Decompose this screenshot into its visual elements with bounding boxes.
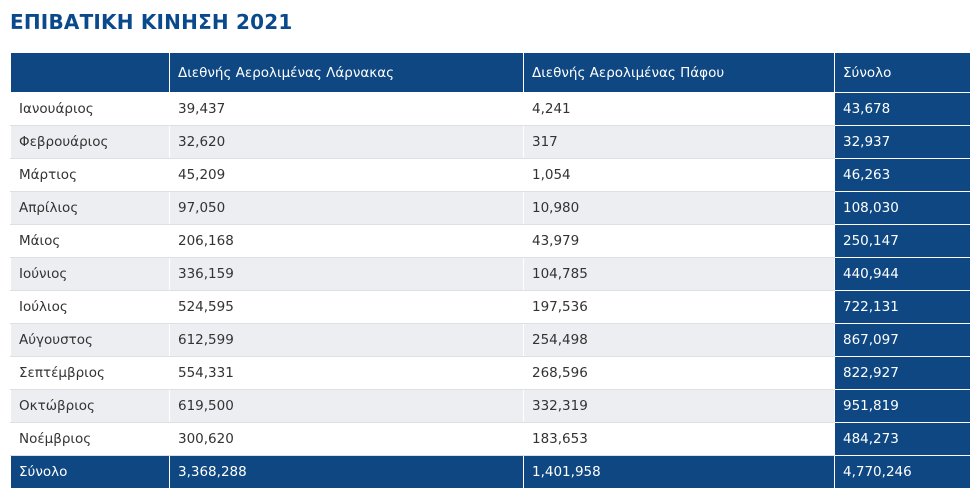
table-row: Φεβρουάριος 32,620 317 32,937	[10, 125, 971, 159]
row-cell-month: Μάιος	[10, 224, 170, 258]
row-cell-larnaca: 206,168	[169, 224, 524, 258]
row-cell-paphos: 104,785	[523, 257, 835, 291]
row-cell-total: 951,819	[834, 389, 971, 423]
row-cell-larnaca: 554,331	[169, 356, 524, 390]
row-cell-paphos: 4,241	[523, 92, 835, 126]
header-cell-paphos: Διεθνής Αερολιμένας Πάφου	[523, 52, 835, 93]
header-cell-larnaca: Διεθνής Αερολιμένας Λάρνακας	[169, 52, 524, 93]
page-title: ΕΠΙΒΑΤΙΚΗ ΚΙΝΗΣΗ 2021	[10, 10, 293, 34]
table-row: Ιούλιος 524,595 197,536 722,131	[10, 290, 971, 324]
row-cell-month: Φεβρουάριος	[10, 125, 170, 159]
row-cell-month: Αύγουστος	[10, 323, 170, 357]
row-cell-month: Ιανουάριος	[10, 92, 170, 126]
footer-cell-larnaca: 3,368,288	[169, 455, 524, 489]
footer-cell-paphos: 1,401,958	[523, 455, 835, 489]
footer-cell-total: 4,770,246	[834, 455, 971, 489]
row-cell-paphos: 254,498	[523, 323, 835, 357]
row-cell-larnaca: 39,437	[169, 92, 524, 126]
row-cell-total: 108,030	[834, 191, 971, 225]
row-cell-larnaca: 97,050	[169, 191, 524, 225]
table-row: Μάιος 206,168 43,979 250,147	[10, 224, 971, 258]
row-cell-paphos: 332,319	[523, 389, 835, 423]
table-row: Σεπτέμβριος 554,331 268,596 822,927	[10, 356, 971, 390]
row-cell-total: 484,273	[834, 422, 971, 456]
passenger-traffic-table: Διεθνής Αερολιμένας Λάρνακας Διεθνής Αερ…	[10, 52, 971, 489]
table-row: Απρίλιος 97,050 10,980 108,030	[10, 191, 971, 225]
row-cell-total: 822,927	[834, 356, 971, 390]
table-row: Αύγουστος 612,599 254,498 867,097	[10, 323, 971, 357]
table-header-row: Διεθνής Αερολιμένας Λάρνακας Διεθνής Αερ…	[10, 52, 971, 93]
row-cell-month: Ιούλιος	[10, 290, 170, 324]
row-cell-month: Μάρτιος	[10, 158, 170, 192]
table-body: Ιανουάριος 39,437 4,241 43,678 Φεβρουάριος 32…	[10, 92, 971, 456]
row-cell-larnaca: 524,595	[169, 290, 524, 324]
row-cell-total: 32,937	[834, 125, 971, 159]
row-cell-paphos: 183,653	[523, 422, 835, 456]
row-cell-total: 440,944	[834, 257, 971, 291]
row-cell-paphos: 268,596	[523, 356, 835, 390]
row-cell-paphos: 197,536	[523, 290, 835, 324]
row-cell-larnaca: 32,620	[169, 125, 524, 159]
header-cell-total: Σύνολο	[834, 52, 971, 93]
row-cell-month: Απρίλιος	[10, 191, 170, 225]
table-row: Ιούνιος 336,159 104,785 440,944	[10, 257, 971, 291]
table-row: Οκτώβριος 619,500 332,319 951,819	[10, 389, 971, 423]
row-cell-month: Νοέμβριος	[10, 422, 170, 456]
row-cell-larnaca: 45,209	[169, 158, 524, 192]
row-cell-total: 46,263	[834, 158, 971, 192]
row-cell-month: Σεπτέμβριος	[10, 356, 170, 390]
row-cell-total: 250,147	[834, 224, 971, 258]
row-cell-total: 867,097	[834, 323, 971, 357]
row-cell-month: Ιούνιος	[10, 257, 170, 291]
row-cell-paphos: 43,979	[523, 224, 835, 258]
header-cell-month	[10, 52, 170, 93]
row-cell-month: Οκτώβριος	[10, 389, 170, 423]
footer-cell-label: Σύνολο	[10, 455, 170, 489]
row-cell-total: 43,678	[834, 92, 971, 126]
table-row: Νοέμβριος 300,620 183,653 484,273	[10, 422, 971, 456]
row-cell-paphos: 1,054	[523, 158, 835, 192]
table-footer-row: Σύνολο 3,368,288 1,401,958 4,770,246	[10, 455, 971, 489]
row-cell-paphos: 10,980	[523, 191, 835, 225]
row-cell-larnaca: 336,159	[169, 257, 524, 291]
table-row: Ιανουάριος 39,437 4,241 43,678	[10, 92, 971, 126]
table-row: Μάρτιος 45,209 1,054 46,263	[10, 158, 971, 192]
row-cell-total: 722,131	[834, 290, 971, 324]
row-cell-larnaca: 612,599	[169, 323, 524, 357]
row-cell-larnaca: 619,500	[169, 389, 524, 423]
row-cell-paphos: 317	[523, 125, 835, 159]
row-cell-larnaca: 300,620	[169, 422, 524, 456]
